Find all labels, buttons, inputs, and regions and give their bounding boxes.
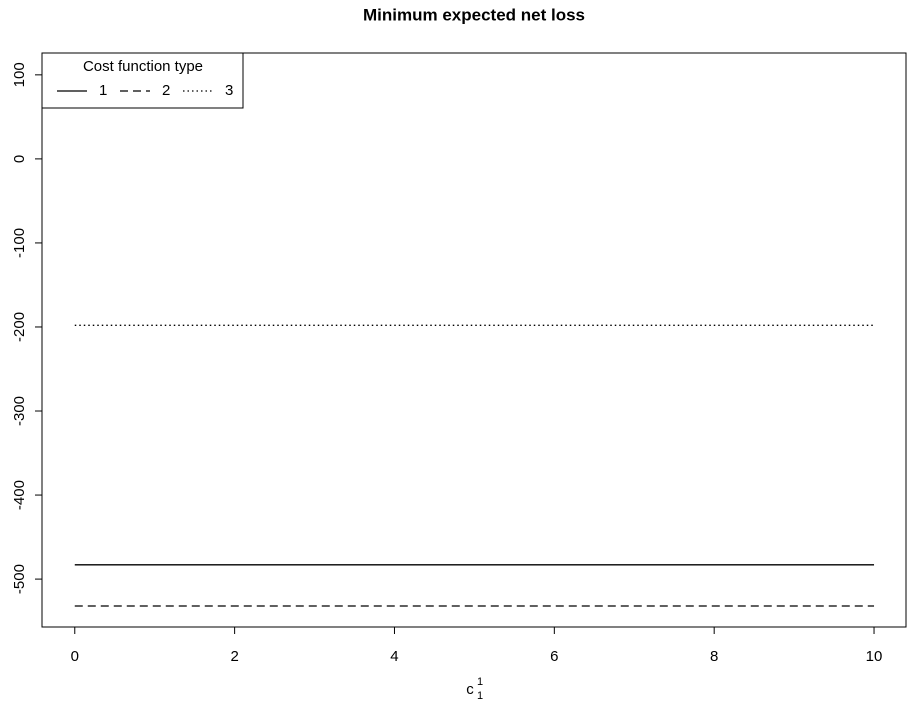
x-tick-label: 8 xyxy=(710,648,718,665)
legend-label: 2 xyxy=(162,82,170,99)
y-tick-label: -400 xyxy=(11,480,28,510)
x-label-sup: 1 xyxy=(477,676,483,688)
y-tick-label: -300 xyxy=(11,396,28,426)
x-tick-label: 0 xyxy=(71,648,79,665)
x-tick-label: 2 xyxy=(230,648,238,665)
y-tick-label: -100 xyxy=(11,228,28,258)
legend-box xyxy=(41,52,244,109)
x-tick-label: 4 xyxy=(390,648,398,665)
plot-box xyxy=(41,52,907,628)
legend-label: 3 xyxy=(225,82,233,99)
x-tick-label: 10 xyxy=(866,648,883,665)
chart-title: Minimum expected net loss xyxy=(363,5,585,24)
legend-label: 1 xyxy=(99,82,107,99)
x-axis-label: c 1 1 xyxy=(466,676,483,702)
y-tick-label: -500 xyxy=(11,564,28,594)
legend-title: Cost function type xyxy=(83,58,203,75)
x-tick-label: 6 xyxy=(550,648,558,665)
y-tick-label: 100 xyxy=(11,62,28,87)
x-label: c xyxy=(466,681,474,698)
y-tick-label: -200 xyxy=(11,312,28,342)
y-tick-label: 0 xyxy=(11,155,28,163)
x-label-sub: 1 xyxy=(477,690,483,702)
